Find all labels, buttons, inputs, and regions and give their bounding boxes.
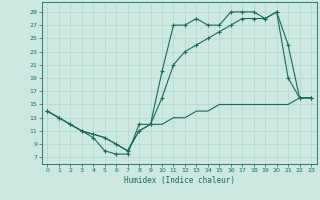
X-axis label: Humidex (Indice chaleur): Humidex (Indice chaleur) [124, 176, 235, 185]
